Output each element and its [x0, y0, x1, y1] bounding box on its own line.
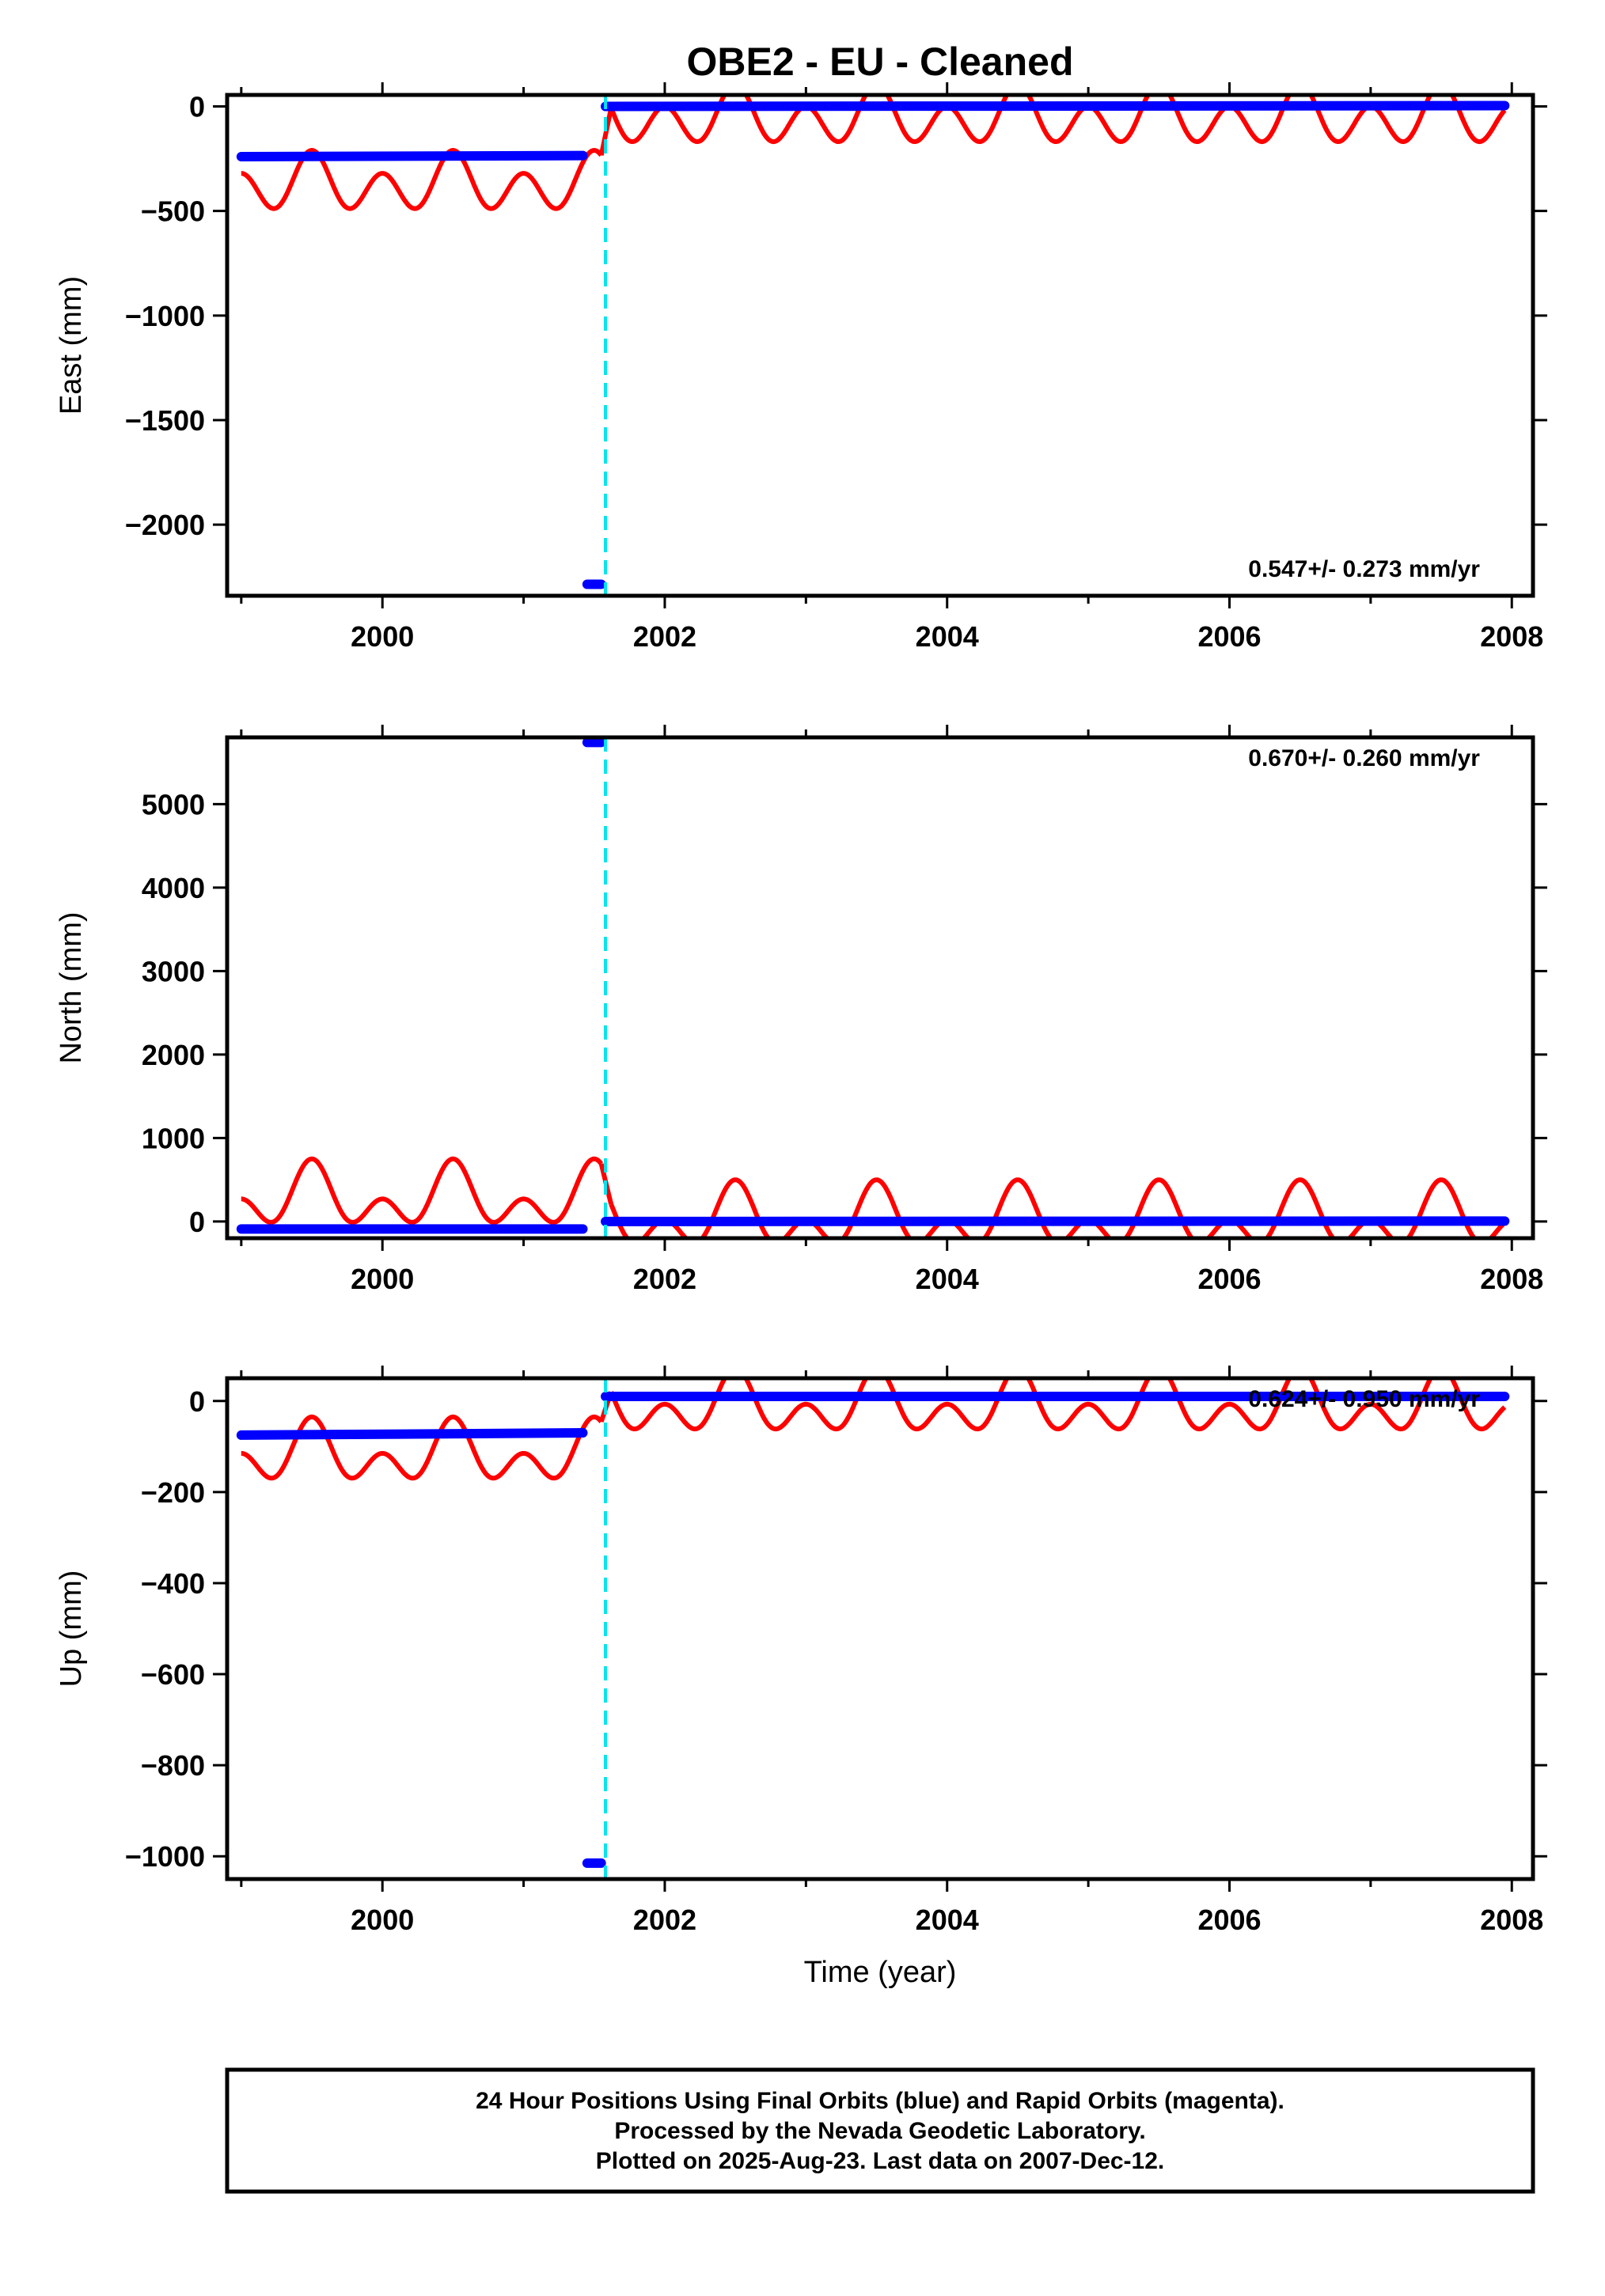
- up-x-tick-label: 2002: [633, 1904, 696, 1936]
- east-y-tick-label: −500: [141, 195, 205, 228]
- up-model-segment-1: [609, 1378, 1507, 1432]
- north-x-tick-label: 2004: [916, 1263, 979, 1295]
- east-x-tick-label: 2000: [351, 620, 414, 653]
- east-x-tick-label: 2008: [1480, 620, 1543, 653]
- north-y-axis-label: North (mm): [55, 911, 88, 1063]
- north-position-points-2: [601, 1216, 1510, 1226]
- north-model-segment-1: [609, 1177, 1507, 1238]
- east-x-tick-label: 2006: [1197, 620, 1261, 653]
- footer-line-3: Plotted on 2025-Aug-23. Last data on 200…: [596, 2148, 1165, 2174]
- east-position-points-2: [601, 100, 1510, 112]
- up-rate-label: 0.624+/- 0.950 mm/yr: [1248, 1386, 1480, 1412]
- up-y-axis-label: Up (mm): [55, 1570, 88, 1688]
- north-panel: 2000 2002 2004 2006 2008 0 1000 2000 3000 4000 500…: [55, 725, 1547, 1295]
- up-frame: [225, 1376, 1535, 1881]
- up-y-tick-label: 0: [189, 1385, 205, 1418]
- east-rate-label: 0.547+/- 0.273 mm/yr: [1248, 556, 1480, 582]
- east-x-tick-label: 2004: [916, 620, 979, 653]
- north-model-segment-0: [239, 1156, 604, 1225]
- up-y-tick-label: −600: [141, 1658, 205, 1691]
- east-y-tick-label: 0: [189, 91, 205, 123]
- north-x-tick-label: 2002: [633, 1263, 696, 1295]
- up-plot-area: [236, 1378, 1510, 1868]
- north-x-tick-label: 2008: [1480, 1263, 1543, 1295]
- north-rate-label: 0.670+/- 0.260 mm/yr: [1248, 745, 1480, 771]
- north-x-tick-label: 2006: [1197, 1263, 1261, 1295]
- footer-line-1: 24 Hour Positions Using Final Orbits (bl…: [476, 2088, 1284, 2114]
- east-panel: 2000 2002 2004 2006 2008 0 −500 −1000 −1500 −2000…: [55, 82, 1547, 653]
- up-y-tick-label: −200: [141, 1476, 205, 1509]
- north-y-tick-label: 4000: [142, 872, 205, 904]
- up-x-tick-label: 2006: [1197, 1904, 1261, 1936]
- up-model-segment-0: [239, 1414, 604, 1481]
- east-y-axis-label: East (mm): [55, 276, 88, 415]
- footer-line-2: Processed by the Nevada Geodetic Laborat…: [614, 2118, 1145, 2144]
- footer-frame: [225, 2067, 1535, 2194]
- up-x-tick-label: 2000: [351, 1904, 414, 1936]
- east-y-tick-label: −1000: [125, 300, 205, 332]
- up-y-tick-label: −1000: [125, 1840, 205, 1873]
- north-frame: [225, 735, 1535, 1241]
- up-position-points-0: [236, 1428, 588, 1440]
- footer-box: 24 Hour Positions Using Final Orbits (bl…: [225, 2067, 1535, 2194]
- up-x-tick-label: 2004: [916, 1904, 979, 1936]
- north-plot-area: [236, 737, 1510, 1238]
- north-y-tick-label: 2000: [142, 1039, 205, 1071]
- east-y-tick-label: −2000: [125, 509, 205, 541]
- up-panel: 2000 2002 2004 2006 2008 0 −200 −400 −600 −800 −10…: [55, 1366, 1547, 1936]
- up-y-tick-label: −400: [141, 1567, 205, 1600]
- up-x-tick-label: 2008: [1480, 1904, 1543, 1936]
- east-position-points-0: [236, 150, 588, 161]
- north-x-tick-label: 2000: [351, 1263, 414, 1295]
- north-y-tick-label: 5000: [142, 788, 205, 820]
- east-model-step: [598, 108, 614, 156]
- east-model-segment-1: [609, 95, 1507, 145]
- up-y-tick-label: −800: [141, 1749, 205, 1782]
- east-y-tick-label: −1500: [125, 404, 205, 437]
- north-y-tick-label: 3000: [142, 955, 205, 987]
- north-y-tick-label: 0: [189, 1206, 205, 1238]
- east-frame: [225, 93, 1535, 598]
- east-x-tick-label: 2002: [633, 620, 696, 653]
- x-axis-label: Time (year): [804, 1956, 957, 1989]
- east-plot-area: [236, 95, 1510, 589]
- chart-title: OBE2 - EU - Cleaned: [687, 40, 1074, 84]
- north-y-tick-label: 1000: [142, 1122, 205, 1154]
